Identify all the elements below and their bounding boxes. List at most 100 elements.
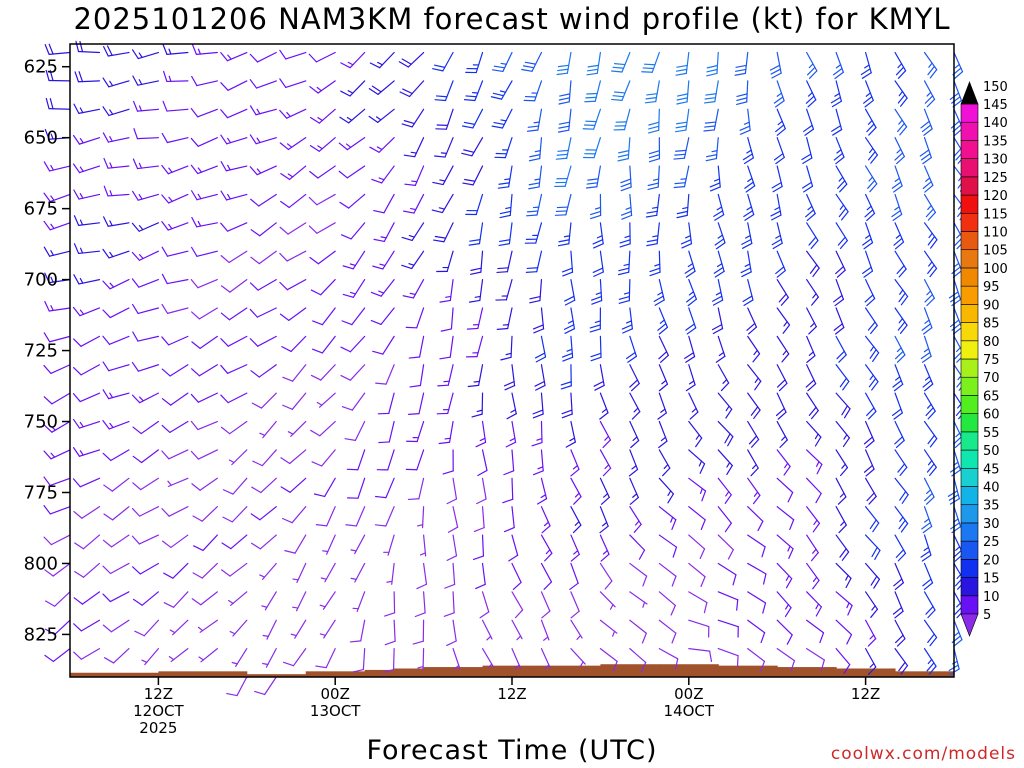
barb-full <box>102 624 113 633</box>
wind-barb <box>864 392 877 420</box>
barb-staff <box>923 193 936 214</box>
barb-half <box>604 464 610 470</box>
barb-staff <box>835 648 851 666</box>
barb-full <box>45 69 50 82</box>
wind-barb <box>833 307 845 335</box>
x-tick-label: 00Z <box>674 685 703 703</box>
barb-full <box>132 598 143 606</box>
barb-staff <box>835 392 851 410</box>
barb-full <box>220 338 229 347</box>
barb-full <box>49 98 54 110</box>
barb-full <box>772 185 783 193</box>
source-credit: coolwx.com/models <box>830 744 1016 764</box>
barb-full <box>715 242 726 250</box>
barb-staff <box>480 250 484 273</box>
barb-full <box>713 210 724 217</box>
barb-full <box>618 267 630 272</box>
barb-full <box>897 94 906 104</box>
wind-barb <box>43 420 71 433</box>
barb-staff <box>507 307 513 330</box>
barb-full <box>532 470 544 476</box>
barb-staff <box>658 449 671 469</box>
barb-half <box>784 462 789 469</box>
barb-staff <box>166 108 189 112</box>
wind-barb <box>688 420 703 448</box>
barb-staff <box>629 506 642 526</box>
barb-staff <box>570 591 580 612</box>
wind-barb <box>540 591 551 619</box>
colorbar-label: 105 <box>983 244 1008 259</box>
barb-full <box>863 464 874 473</box>
barb-staff <box>806 51 818 72</box>
barb-full <box>630 440 640 449</box>
barb-full <box>735 64 747 68</box>
barb-half <box>924 319 930 324</box>
barb-full <box>282 376 294 382</box>
x-tick-label: 12Z <box>144 685 173 703</box>
barb-staff <box>264 676 277 696</box>
wind-barb <box>417 648 425 671</box>
barb-full <box>833 294 843 303</box>
barb-staff <box>419 364 425 387</box>
barb-half <box>256 108 261 115</box>
barb-staff <box>416 420 425 443</box>
barb-half <box>663 464 669 470</box>
wind-barb <box>528 137 543 162</box>
barb-full <box>221 542 232 550</box>
barb-staff <box>452 477 458 500</box>
barb-full <box>133 100 139 112</box>
barb-half <box>316 401 323 406</box>
barb-staff <box>169 420 189 433</box>
wind-barb <box>582 108 602 130</box>
wind-barb <box>103 185 130 197</box>
colorbar-label: 125 <box>983 171 1008 186</box>
barb-full <box>44 654 54 663</box>
wind-barb <box>502 477 514 504</box>
barb-half <box>410 207 417 211</box>
wind-barb <box>923 193 936 221</box>
barb-staff <box>255 80 277 89</box>
wind-barb <box>540 648 551 670</box>
barb-full <box>704 97 717 100</box>
barb-staff <box>627 137 631 160</box>
wind-barb <box>131 392 159 404</box>
barb-full <box>73 215 80 226</box>
wind-barb <box>132 591 159 606</box>
barb-full <box>809 264 818 274</box>
barb-staff <box>566 51 572 74</box>
wind-barb <box>438 420 454 445</box>
barb-half <box>287 143 293 148</box>
barb-staff <box>348 193 366 209</box>
barb-staff <box>166 137 189 144</box>
barb-full <box>892 379 902 388</box>
wind-barb <box>311 449 336 467</box>
barb-staff <box>923 364 934 385</box>
barb-full <box>102 132 109 143</box>
barb-half <box>410 151 417 154</box>
wind-barb <box>717 449 733 476</box>
barb-full <box>557 243 570 247</box>
barb-half <box>745 234 751 239</box>
barb-full <box>434 64 446 68</box>
barb-staff <box>325 648 336 669</box>
barb-full <box>339 116 350 124</box>
barb-full <box>725 408 733 419</box>
barb-half <box>725 491 730 497</box>
wind-barb <box>570 619 583 641</box>
barb-staff <box>923 477 935 498</box>
barb-staff <box>658 307 669 328</box>
wind-barb <box>713 193 725 221</box>
barb-full <box>775 407 785 417</box>
barb-full <box>161 540 172 549</box>
wind-barb <box>320 562 336 583</box>
wind-barb <box>563 307 576 334</box>
wind-barb <box>645 193 660 218</box>
colorbar-label: 30 <box>983 517 1000 532</box>
wind-barb <box>744 165 756 193</box>
wind-barb <box>228 591 248 606</box>
wind-barb <box>412 619 425 645</box>
barb-full <box>479 611 490 619</box>
wind-barb <box>894 307 908 335</box>
barb-full <box>895 549 905 558</box>
barb-full <box>191 598 202 606</box>
